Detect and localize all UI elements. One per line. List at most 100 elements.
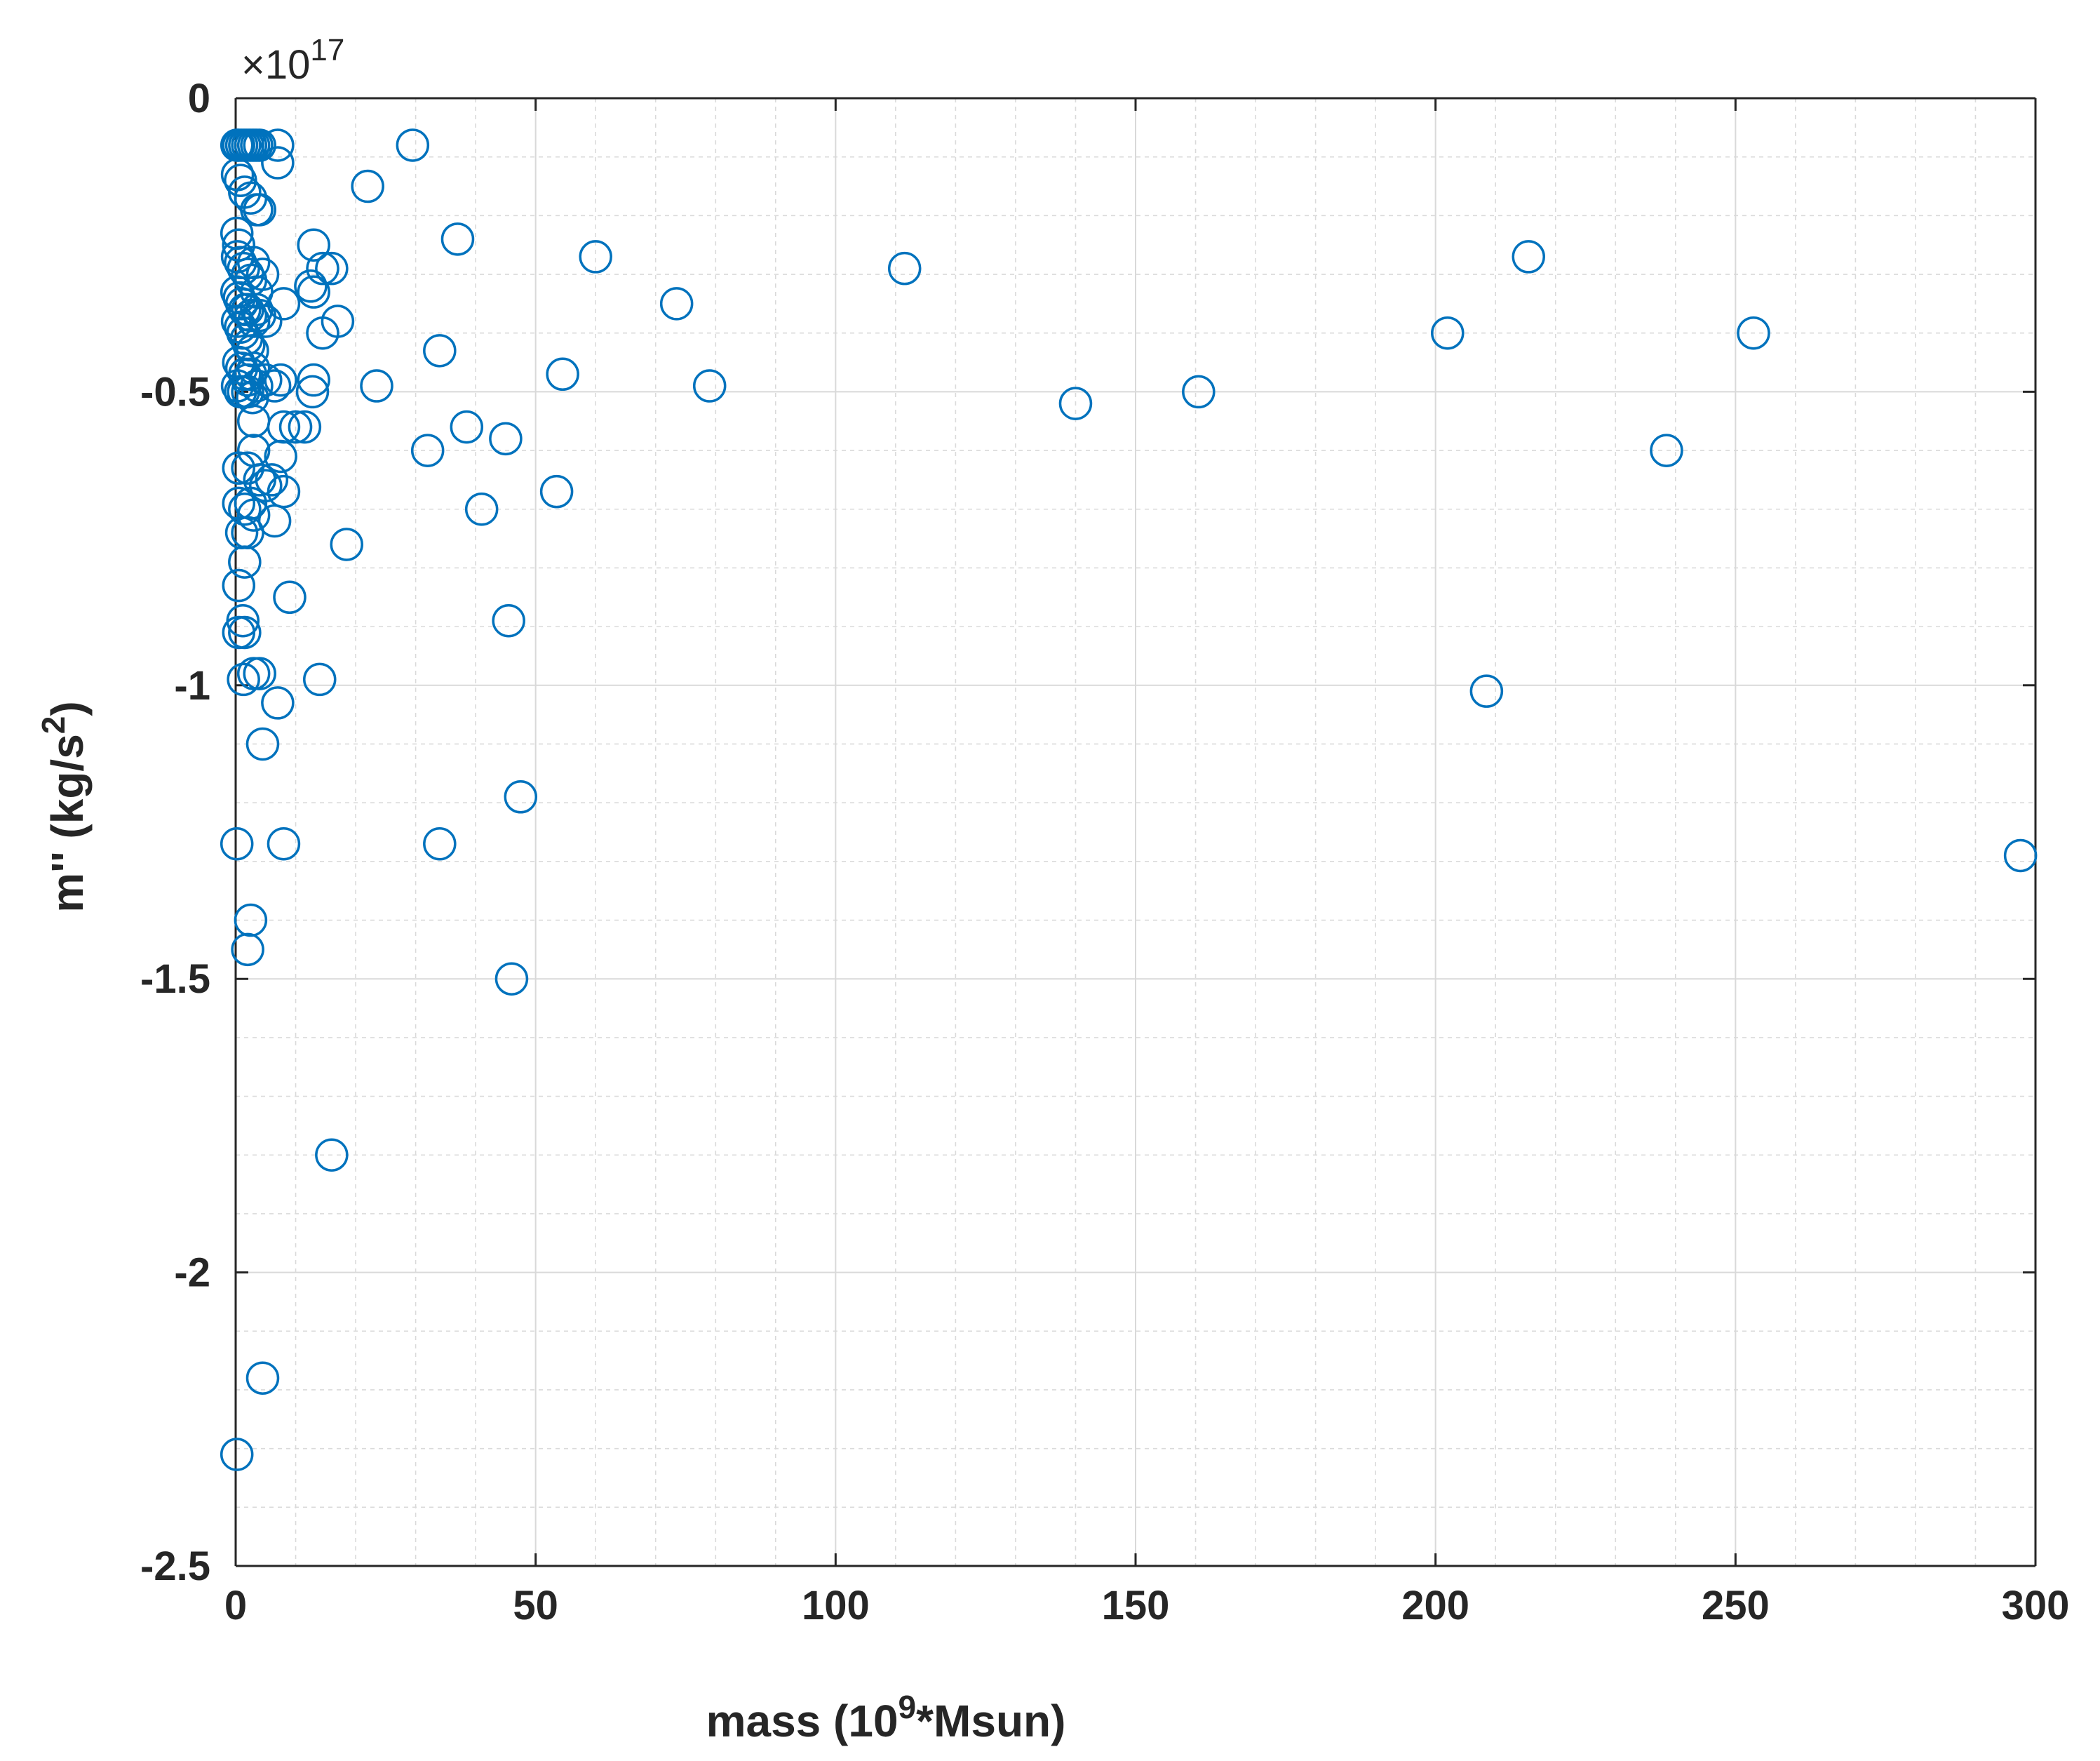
data-point: [261, 146, 295, 180]
data-point: [240, 369, 274, 403]
data-point: [220, 826, 254, 861]
data-point: [249, 304, 283, 338]
x-axis-title-tail: *Msun): [916, 1696, 1065, 1746]
x-tick-label: 100: [802, 1583, 870, 1628]
data-point: [228, 615, 262, 650]
data-point: [297, 275, 330, 309]
data-point: [255, 463, 289, 497]
y-axis-title-sup: 2: [35, 716, 72, 735]
data-point: [494, 962, 529, 996]
data-point: [330, 528, 363, 561]
data-point: [228, 545, 262, 579]
data-point: [321, 304, 355, 338]
data-point: [257, 504, 292, 538]
data-point: [222, 568, 256, 603]
grid: [235, 98, 2036, 1567]
data-point: [1058, 387, 1093, 420]
x-tick-label: 0: [224, 1583, 247, 1628]
data-point: [489, 422, 523, 456]
data-point: [1182, 375, 1216, 409]
data-point: [224, 287, 259, 321]
data-point: [278, 410, 313, 444]
y-axis-title: m'' (kg/s2): [35, 701, 93, 912]
data-point: [257, 369, 292, 403]
data-point: [222, 615, 256, 650]
data-point: [440, 222, 475, 256]
data-point: [231, 451, 264, 485]
data-point: [464, 493, 499, 526]
data-point: [294, 269, 328, 303]
y-tick-label: -2: [174, 1250, 210, 1296]
data-point: [306, 251, 339, 286]
data-point: [273, 580, 307, 615]
data-point: [1469, 674, 1504, 708]
data-point: [887, 251, 922, 286]
data-point: [220, 1438, 254, 1471]
data-point: [492, 604, 525, 638]
data-point: [236, 404, 271, 438]
x-tick-label: 200: [1401, 1583, 1469, 1628]
data-point: [539, 474, 574, 509]
data-point: [410, 434, 445, 467]
data-point: [297, 228, 330, 262]
data-point: [249, 363, 283, 397]
data-point: [1431, 316, 1465, 350]
data-point: [297, 363, 330, 397]
data-point: [360, 369, 393, 403]
x-tick-label: 50: [513, 1583, 558, 1628]
data-point: [261, 128, 295, 162]
data-point: [351, 169, 384, 203]
x-axis-title-sup: 9: [898, 1689, 917, 1725]
data-point: [2003, 838, 2038, 873]
data-point: [245, 1361, 280, 1395]
data-point: [228, 493, 262, 526]
data-point: [245, 727, 280, 761]
data-point: [243, 128, 276, 162]
y-tick-label: -1.5: [140, 956, 210, 1002]
data-point: [227, 662, 260, 697]
data-point: [264, 363, 297, 397]
y-axis-title-tail: ): [42, 701, 93, 716]
data-point: [1512, 240, 1545, 274]
y-exponent-label: ×1017: [241, 33, 344, 88]
data-point: [1650, 434, 1683, 467]
data-point: [267, 826, 301, 861]
tick-labels: 0 50 100 150 200 250 300 0 -0.5 -1 -1.5 -2 -2.5: [140, 76, 2069, 1628]
data-point: [579, 240, 612, 274]
data-point: [267, 287, 301, 321]
data-point: [295, 375, 330, 409]
data-point: [450, 410, 484, 444]
y-tick-label: -2.5: [140, 1544, 210, 1589]
data-point: [245, 257, 280, 291]
data-point: [288, 410, 322, 444]
data-point: [264, 439, 297, 474]
data-point: [236, 657, 271, 690]
y-tick-label: -0.5: [140, 369, 210, 415]
y-axis-title-main: m'' (kg/s: [42, 734, 93, 913]
data-point: [423, 826, 457, 861]
data-point: [315, 251, 349, 286]
data-points: [220, 128, 2038, 1471]
data-point: [396, 128, 430, 162]
x-tick-label: 150: [1102, 1583, 1170, 1628]
data-point: [261, 686, 295, 720]
y-exponent-prefix: ×10: [241, 42, 310, 88]
data-point: [267, 474, 301, 509]
x-axis-title: mass (109*Msun): [706, 1689, 1066, 1746]
y-exponent-power: 17: [310, 33, 344, 67]
x-axis-title-main: mass (10: [706, 1696, 898, 1746]
x-tick-label: 300: [2002, 1583, 2070, 1628]
y-tick-label: -1: [174, 663, 210, 709]
data-point: [315, 1138, 349, 1172]
y-tick-label: 0: [188, 76, 210, 121]
data-point: [659, 287, 694, 321]
x-tick-label: 250: [1702, 1583, 1770, 1628]
data-point: [236, 498, 271, 532]
data-point: [231, 932, 264, 967]
data-point: [243, 193, 276, 227]
data-point: [224, 516, 259, 549]
data-point: [302, 662, 337, 697]
data-point: [1737, 316, 1770, 350]
data-point: [423, 334, 457, 368]
